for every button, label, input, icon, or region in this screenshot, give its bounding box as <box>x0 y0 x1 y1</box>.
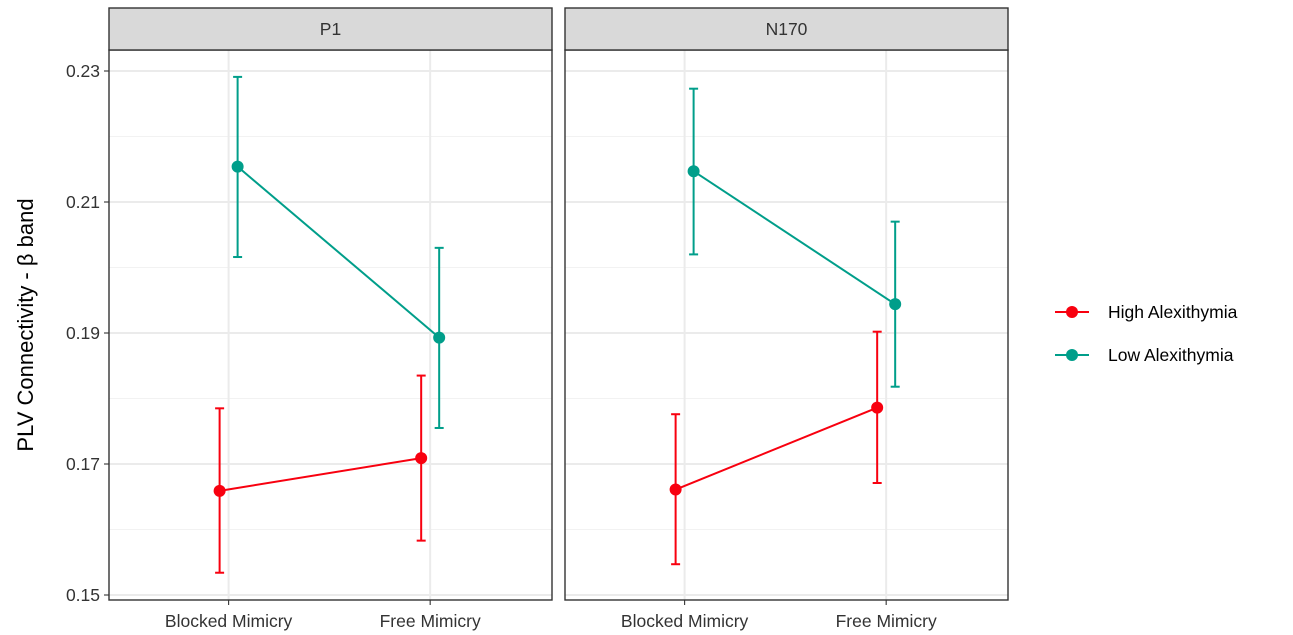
legend-key-point <box>1066 349 1078 361</box>
panel-background <box>565 50 1008 600</box>
data-point <box>871 401 884 414</box>
y-tick-label: 0.17 <box>66 454 100 474</box>
legend-key-point <box>1066 306 1078 318</box>
y-tick-label: 0.23 <box>66 61 100 81</box>
y-axis-title: PLV Connectivity - β band <box>13 198 38 451</box>
data-point <box>415 452 428 465</box>
legend-item: High Alexithymia <box>1055 302 1238 322</box>
legend: High Alexithymia Low Alexithymia <box>1055 302 1238 365</box>
data-point <box>231 160 244 173</box>
legend-label: High Alexithymia <box>1108 302 1238 322</box>
panel-background <box>109 50 552 600</box>
series-high-alexithymia <box>213 374 428 574</box>
data-point <box>669 483 682 496</box>
x-tick-label: Blocked Mimicry <box>621 611 749 631</box>
series-line <box>693 170 896 306</box>
y-tick-label: 0.21 <box>66 192 100 212</box>
data-point <box>889 298 902 311</box>
y-tick-label: 0.15 <box>66 585 100 605</box>
series-high-alexithymia <box>669 330 884 566</box>
x-tick-label: Blocked Mimicry <box>165 611 293 631</box>
legend-label: Low Alexithymia <box>1108 345 1234 365</box>
y-tick-label: 0.19 <box>66 323 100 343</box>
data-point <box>433 331 446 344</box>
series-line <box>219 457 422 492</box>
panel-1: P1 Blocked Mimicry Free Mimicry <box>108 7 553 631</box>
x-tick-label: Free Mimicry <box>836 611 937 631</box>
panel-2: N170 Blocked Mimicry Free Mimicry <box>564 7 1009 631</box>
series-low-alexithymia <box>687 87 902 388</box>
strip-label: P1 <box>320 19 341 39</box>
strip-label: N170 <box>766 19 808 39</box>
data-point <box>213 484 226 497</box>
legend-item: Low Alexithymia <box>1055 345 1234 365</box>
strip-background <box>564 7 1009 51</box>
series-line <box>236 165 440 339</box>
x-tick-label: Free Mimicry <box>380 611 481 631</box>
series-low-alexithymia <box>231 75 446 429</box>
series-line <box>675 406 878 491</box>
data-point <box>687 165 700 178</box>
strip-background <box>108 7 553 51</box>
